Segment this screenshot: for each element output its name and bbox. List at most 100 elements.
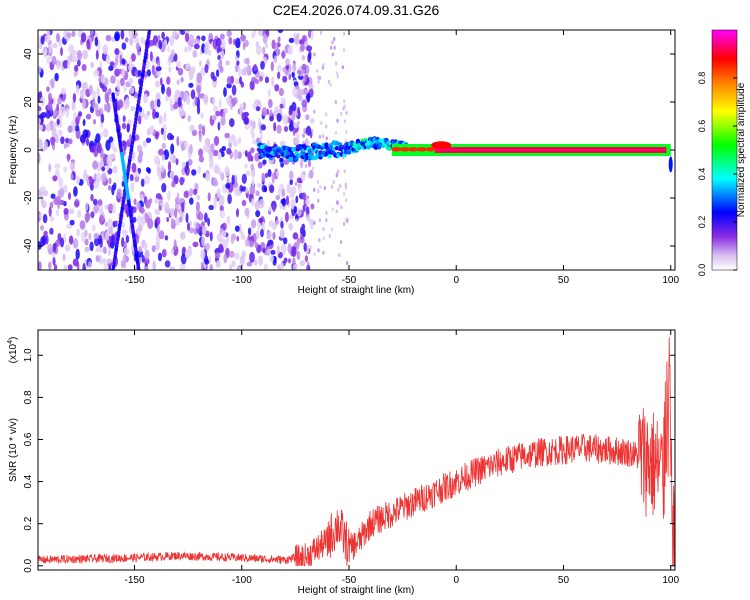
noise-speckle bbox=[125, 97, 130, 107]
noise-speckle bbox=[56, 59, 61, 70]
noise-speckle bbox=[186, 95, 191, 105]
noise-speckle bbox=[90, 30, 94, 36]
noise-speckle bbox=[306, 264, 311, 270]
noise-speckle bbox=[286, 185, 291, 194]
noise-speckle bbox=[337, 187, 340, 192]
noise-speckle bbox=[318, 134, 322, 139]
noise-speckle bbox=[153, 99, 157, 110]
noise-speckle bbox=[195, 201, 200, 212]
noise-speckle bbox=[305, 114, 310, 121]
noise-speckle bbox=[325, 210, 328, 215]
noise-speckle bbox=[213, 198, 217, 210]
noise-speckle bbox=[291, 71, 295, 78]
noise-speckle bbox=[184, 249, 191, 259]
noise-speckle bbox=[272, 204, 276, 213]
noise-speckle bbox=[311, 166, 315, 171]
noise-speckle bbox=[42, 213, 48, 224]
noise-speckle bbox=[234, 78, 241, 85]
noise-speckle bbox=[95, 255, 100, 262]
noise-speckle bbox=[223, 253, 228, 264]
noise-speckle bbox=[112, 165, 118, 174]
noise-speckle bbox=[100, 113, 105, 124]
noise-speckle bbox=[313, 252, 316, 257]
noise-speckle bbox=[239, 255, 245, 266]
noise-speckle bbox=[280, 229, 285, 239]
noise-speckle bbox=[245, 170, 251, 177]
noise-speckle bbox=[288, 37, 295, 44]
y-tick-label: 0.8 bbox=[23, 390, 34, 404]
noise-speckle bbox=[331, 40, 334, 45]
noise-speckle bbox=[136, 201, 141, 210]
noise-speckle bbox=[305, 138, 309, 142]
noise-speckle bbox=[207, 192, 211, 202]
noise-speckle bbox=[84, 169, 87, 178]
noise-speckle bbox=[130, 106, 136, 112]
noise-speckle bbox=[333, 37, 336, 41]
noise-speckle bbox=[72, 258, 79, 267]
noise-speckle bbox=[321, 65, 325, 70]
noise-speckle bbox=[214, 252, 221, 259]
noise-speckle bbox=[251, 219, 257, 229]
noise-speckle bbox=[336, 169, 340, 174]
noise-speckle bbox=[38, 139, 44, 150]
y-tick-label: 20 bbox=[23, 96, 34, 108]
noise-speckle bbox=[198, 155, 204, 163]
noise-speckle bbox=[138, 246, 143, 253]
noise-speckle bbox=[189, 188, 194, 197]
noise-speckle bbox=[68, 138, 73, 145]
noise-speckle bbox=[245, 150, 248, 158]
x-tick-label: 100 bbox=[662, 275, 679, 286]
noise-speckle bbox=[215, 37, 222, 48]
noise-speckle bbox=[216, 46, 223, 53]
noise-speckle bbox=[95, 49, 99, 60]
noise-speckle bbox=[59, 237, 65, 248]
noise-speckle bbox=[71, 100, 76, 111]
noise-speckle bbox=[298, 253, 301, 257]
noise-speckle bbox=[49, 227, 54, 235]
noise-speckle bbox=[151, 245, 156, 253]
noise-speckle bbox=[339, 240, 343, 244]
noise-speckle bbox=[151, 64, 155, 76]
noise-speckle bbox=[336, 200, 339, 205]
noise-speckle bbox=[170, 143, 175, 155]
noise-speckle bbox=[199, 212, 204, 221]
noise-speckle bbox=[280, 244, 287, 255]
noise-speckle bbox=[52, 242, 56, 253]
noise-speckle bbox=[200, 112, 204, 119]
noise-speckle bbox=[72, 238, 79, 249]
noise-speckle bbox=[105, 54, 111, 64]
noise-speckle bbox=[68, 44, 74, 53]
noise-speckle bbox=[299, 260, 306, 266]
noise-speckle bbox=[281, 188, 286, 198]
noise-speckle bbox=[187, 158, 193, 166]
noise-speckle bbox=[123, 140, 127, 151]
noise-speckle bbox=[44, 140, 48, 151]
snr-axes: -150 -100 -50 0 50 100 0.0 0.2 0.4 0.6 0.8 1.0 bbox=[23, 330, 679, 586]
noise-speckle bbox=[81, 64, 87, 72]
noise-speckle bbox=[316, 68, 319, 73]
noise-speckle bbox=[296, 177, 302, 184]
noise-speckle bbox=[306, 92, 311, 103]
x-tick-label: -100 bbox=[232, 275, 252, 286]
noise-speckle bbox=[179, 263, 184, 270]
noise-speckle bbox=[277, 187, 281, 198]
y-tick-label: 40 bbox=[23, 48, 34, 60]
noise-speckle bbox=[250, 147, 255, 154]
snr-panel: -150 -100 -50 0 50 100 0.0 0.2 0.4 0.6 0.8 1.0 Heig… bbox=[7, 329, 679, 596]
noise-speckle bbox=[41, 235, 47, 246]
snr-x-axis-label: Height of straight line (km) bbox=[298, 585, 415, 596]
noise-speckle bbox=[226, 83, 232, 89]
noise-speckle bbox=[102, 44, 109, 55]
noise-speckle bbox=[52, 257, 56, 266]
noise-speckle bbox=[161, 153, 166, 161]
noise-speckle bbox=[289, 178, 293, 186]
noise-speckle bbox=[238, 223, 242, 234]
noise-speckle bbox=[108, 225, 113, 235]
noise-speckle bbox=[91, 224, 96, 232]
noise-speckle bbox=[55, 195, 62, 205]
noise-speckle bbox=[40, 185, 46, 192]
noise-speckle bbox=[283, 159, 289, 165]
noise-speckle bbox=[148, 198, 153, 204]
noise-speckle bbox=[235, 55, 238, 61]
noise-speckle bbox=[221, 145, 227, 152]
